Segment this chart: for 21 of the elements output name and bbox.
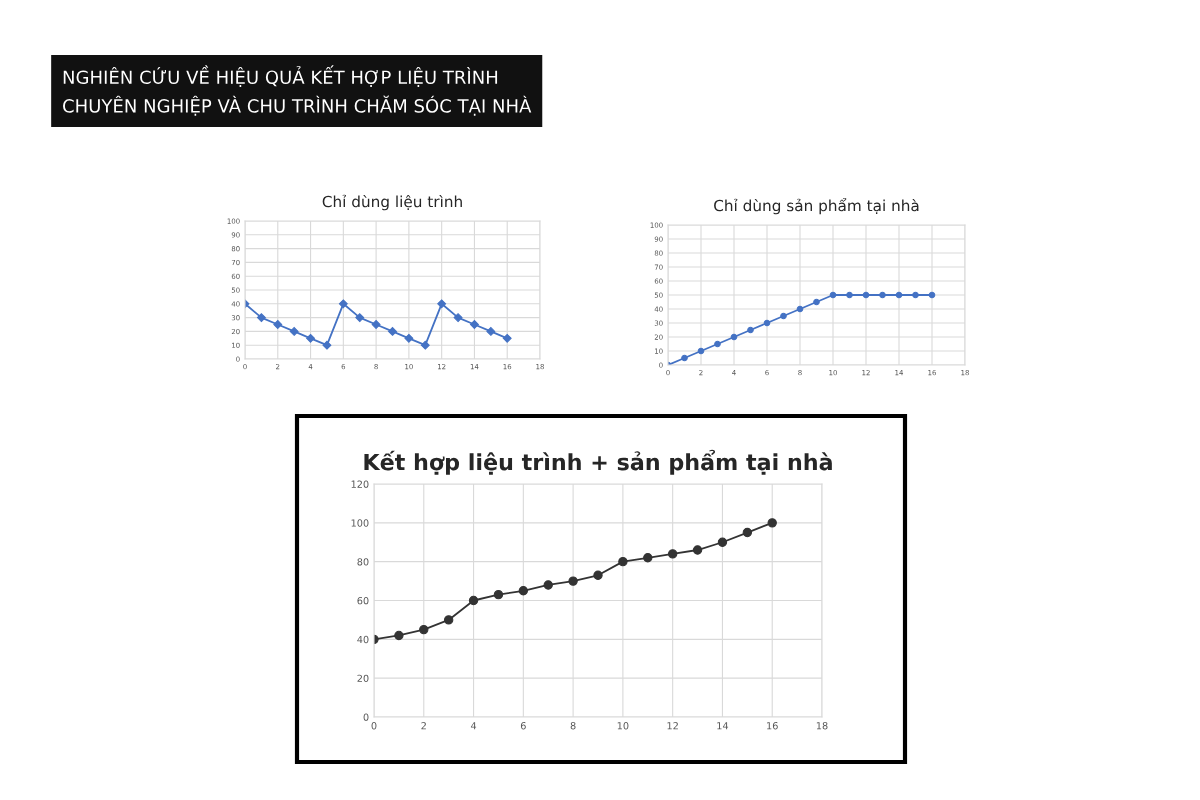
y-tick-label: 120 xyxy=(351,480,369,488)
y-tick-label: 0 xyxy=(363,713,369,721)
x-tick-label: 6 xyxy=(520,722,526,730)
chart-title: Chỉ dùng sản phẩm tại nhà xyxy=(714,197,919,215)
y-tick-label: 20 xyxy=(357,674,369,682)
x-tick-label: 12 xyxy=(667,722,678,730)
x-tick-label: 14 xyxy=(717,722,729,730)
y-tick-label: 60 xyxy=(357,596,369,605)
x-tick-label: 0 xyxy=(371,722,377,730)
chart-title: Chỉ dùng liệu trình xyxy=(322,194,462,211)
x-tick-label: 8 xyxy=(570,722,576,730)
x-tick-label: 4 xyxy=(470,722,477,730)
x-tick-label: 18 xyxy=(816,722,828,730)
text: NGHIÊN CỨU VỀ HIỆU QUẢ KẾT HỢP LIỆU TRÌNH CHUYÊN NGHIỆP VÀ CHU TRÌNH CHĂM SÓC TẠI NHÀ xyxy=(63,65,532,116)
x-tick-label: 2 xyxy=(421,722,426,730)
chart-title: Kết hợp liệu trình + sản phẩm tại nhà xyxy=(364,449,832,475)
y-tick-label: 80 xyxy=(357,558,369,566)
x-tick-label: 16 xyxy=(767,722,778,730)
y-tick-label: 40 xyxy=(357,635,369,644)
x-tick-label: 10 xyxy=(617,722,629,730)
y-tick-label: 100 xyxy=(351,519,369,527)
